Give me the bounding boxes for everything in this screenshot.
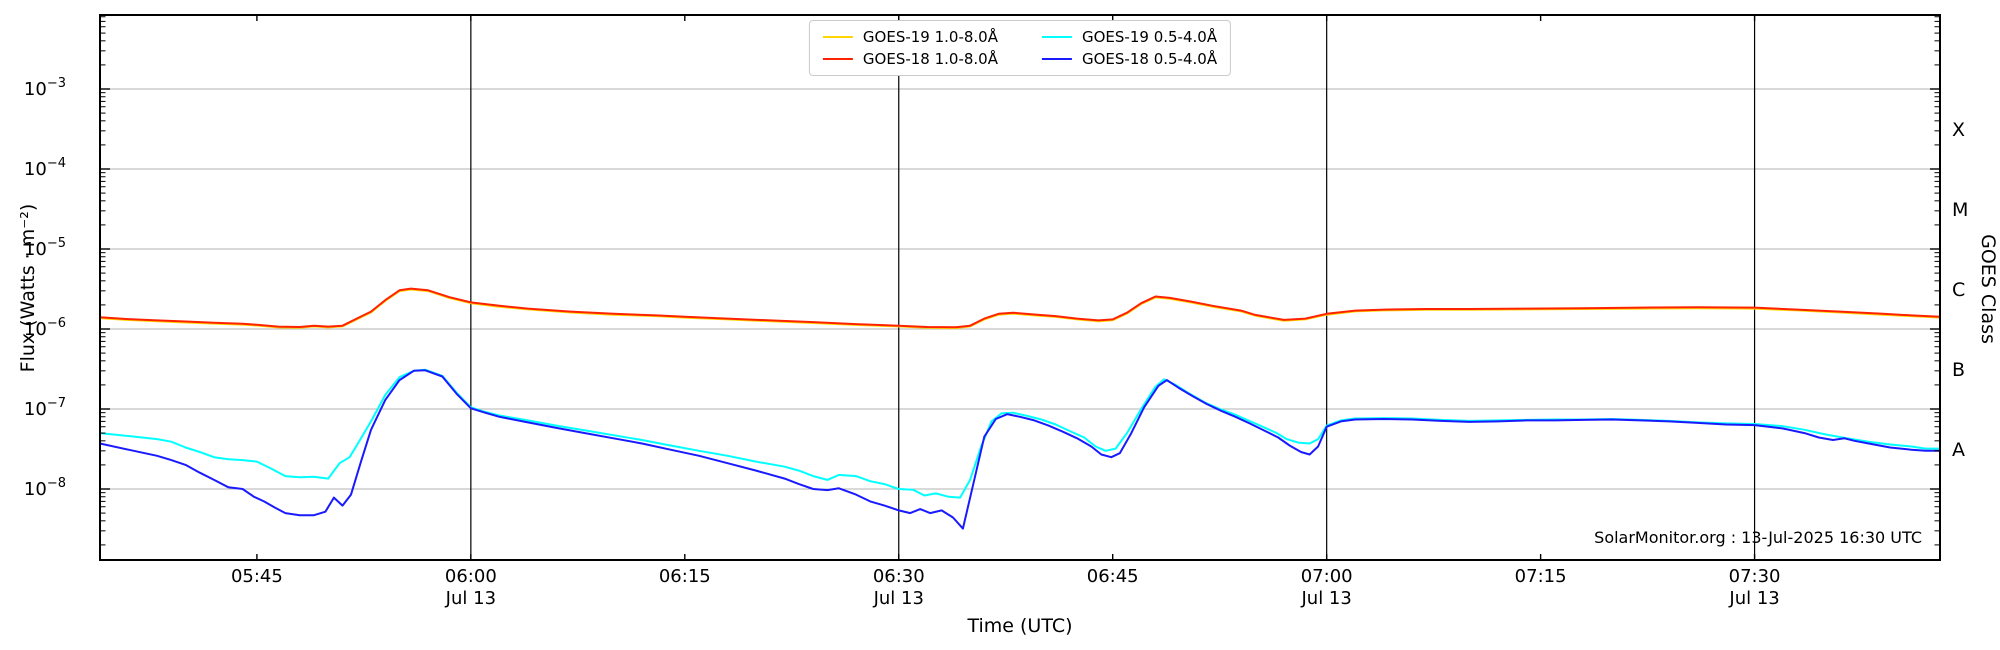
- right-axis-label: GOES Class: [1977, 234, 1999, 344]
- legend-label-goes19-long: GOES-19 1.0-8.0Å: [862, 28, 998, 46]
- goes-class-C: C: [1952, 279, 1965, 301]
- xtick-label-06:15: 06:15: [659, 566, 711, 587]
- legend: GOES-19 1.0-8.0Å GOES-18 1.0-8.0Å GOES-1…: [808, 20, 1232, 76]
- xtick-label-07:30: 07:30: [1729, 566, 1781, 587]
- curve-goes-19-0-5-4-0-: [99, 368, 1941, 499]
- y-axis-label: Flux (Watts · m⁻²): [17, 203, 39, 373]
- goes-class-B: B: [1952, 359, 1965, 381]
- xtick-label-07:15: 07:15: [1515, 566, 1567, 587]
- xtick-label-05:45: 05:45: [231, 566, 283, 587]
- ytick-label-1e-8: 10−8: [24, 476, 66, 500]
- legend-label-goes18-long: GOES-18 1.0-8.0Å: [862, 50, 998, 68]
- xtick-sublabel-07:30: Jul 13: [1728, 588, 1779, 609]
- legend-item-goes19-short: GOES-19 0.5-4.0Å: [1042, 28, 1217, 46]
- xtick-label-06:00: 06:00: [445, 566, 497, 587]
- goes-class-A: A: [1952, 439, 1965, 461]
- xtick-sublabel-06:00: Jul 13: [445, 588, 496, 609]
- ytick-label-1e-7: 10−7: [24, 396, 66, 420]
- ytick-label-1e-6: 10−6: [24, 316, 66, 340]
- plot-frame: [99, 14, 1941, 561]
- legend-swatch-goes18-long: [822, 58, 853, 60]
- xtick-label-06:30: 06:30: [873, 566, 925, 587]
- legend-label-goes18-short: GOES-18 0.5-4.0Å: [1082, 50, 1218, 68]
- xtick-label-07:00: 07:00: [1301, 566, 1353, 587]
- xtick-sublabel-07:00: Jul 13: [1300, 588, 1351, 609]
- curve-goes-19-1-0-8-0-: [99, 288, 1941, 330]
- legend-swatch-goes18-short: [1042, 58, 1072, 60]
- legend-swatch-goes19-long: [822, 36, 853, 38]
- legend-swatch-goes19-short: [1042, 36, 1072, 38]
- goes-class-M: M: [1952, 199, 1968, 221]
- ytick-label-1e-3: 10−3: [24, 76, 66, 100]
- x-axis-label: Time (UTC): [967, 615, 1073, 637]
- curve-goes-18-0-5-4-0-: [99, 369, 1941, 530]
- xtick-sublabel-06:30: Jul 13: [873, 588, 924, 609]
- watermark-text: SolarMonitor.org : 13-Jul-2025 16:30 UTC: [1594, 528, 1922, 547]
- legend-item-goes18-long: GOES-18 1.0-8.0Å: [822, 50, 998, 68]
- legend-item-goes19-long: GOES-19 1.0-8.0Å: [822, 28, 998, 46]
- legend-label-goes19-short: GOES-19 0.5-4.0Å: [1082, 28, 1218, 46]
- goes-class-X: X: [1952, 119, 1965, 141]
- legend-item-goes18-short: GOES-18 0.5-4.0Å: [1042, 50, 1217, 68]
- curve-goes-18-1-0-8-0-: [99, 287, 1941, 329]
- xtick-label-06:45: 06:45: [1087, 566, 1139, 587]
- ytick-label-1e-5: 10−5: [24, 236, 66, 260]
- ytick-label-1e-4: 10−4: [24, 156, 66, 180]
